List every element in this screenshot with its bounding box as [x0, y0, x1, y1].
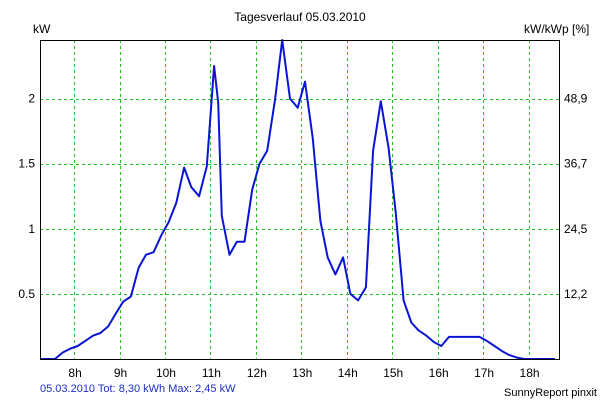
series-lines: [40, 39, 555, 360]
x-tick-label: 14h: [338, 366, 358, 380]
y2-tick-label: 48,9: [564, 92, 588, 106]
y-tick-label: 1: [28, 222, 35, 236]
footer-summary: 05.03.2010 Tot: 8,30 kWh Max: 2,45 kW: [40, 383, 236, 395]
x-tick-label: 18h: [520, 366, 540, 380]
x-tick-label: 15h: [383, 366, 403, 380]
x-tick-label: 10h: [156, 366, 176, 380]
y-tick-label: 0.5: [18, 287, 35, 301]
footer-credit: SunnyReport pinxit: [504, 387, 597, 399]
right-axis-ticks: 12,2 24,5 36,7 48,9: [564, 92, 588, 301]
y2-tick-label: 24,5: [564, 222, 588, 236]
chart-title: Tagesverlauf 05.03.2010: [234, 10, 366, 24]
right-axis-unit: kW/kWp [%]: [524, 22, 589, 36]
left-axis-ticks: 0.5 1 1.5 2: [18, 92, 35, 301]
x-tick-label: 8h: [68, 366, 81, 380]
x-tick-label: 16h: [429, 366, 449, 380]
y-tick-label: 1.5: [18, 157, 35, 171]
y2-tick-label: 12,2: [564, 287, 588, 301]
series-line: [40, 39, 555, 360]
x-tick-label: 17h: [474, 366, 494, 380]
left-axis-unit: kW: [33, 22, 51, 36]
x-tick-label: 9h: [114, 366, 127, 380]
y-tick-label: 2: [28, 92, 35, 106]
x-tick-label: 12h: [247, 366, 267, 380]
plot-frame: [40, 40, 560, 360]
y2-tick-label: 36,7: [564, 157, 588, 171]
x-axis-ticks: 8h 9h 10h 11h 12h 13h 14h 15h 16h 17h 18h: [68, 366, 539, 380]
x-tick-label: 11h: [202, 366, 221, 380]
x-tick-label: 13h: [292, 366, 312, 380]
